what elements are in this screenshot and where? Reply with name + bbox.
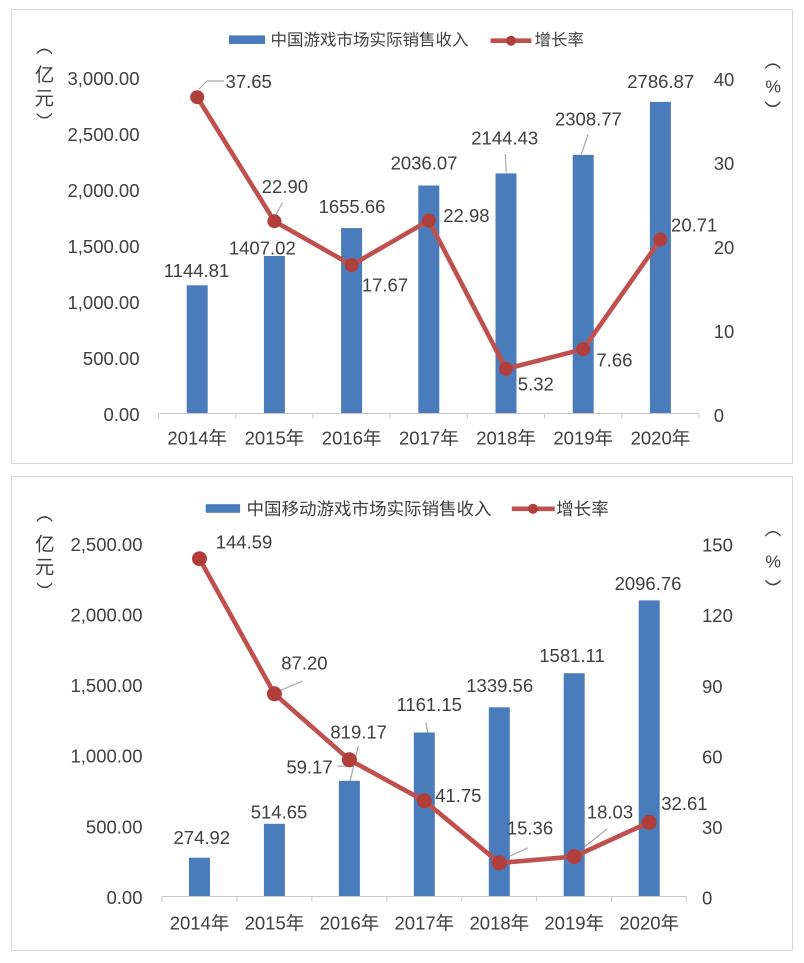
svg-text:2,000.00: 2,000.00 [67, 180, 139, 201]
svg-text:1581.11: 1581.11 [539, 645, 605, 666]
svg-text:20: 20 [714, 237, 735, 258]
svg-text:87.20: 87.20 [281, 653, 327, 674]
svg-text:32.61: 32.61 [661, 793, 707, 814]
svg-text:2036.07: 2036.07 [391, 153, 458, 174]
svg-text:%: % [765, 76, 781, 96]
svg-text:2019: 2019 [553, 428, 594, 449]
svg-text:0: 0 [714, 405, 724, 426]
svg-text:22.90: 22.90 [262, 176, 308, 197]
svg-text:2016: 2016 [322, 428, 363, 449]
svg-text:2014: 2014 [170, 913, 211, 934]
svg-text:2,000.00: 2,000.00 [70, 604, 142, 625]
svg-text:37.65: 37.65 [226, 71, 272, 92]
svg-text:18.03: 18.03 [587, 802, 633, 823]
svg-text:20.71: 20.71 [671, 215, 717, 236]
svg-text:90: 90 [702, 676, 723, 697]
svg-text:60: 60 [702, 747, 723, 768]
svg-text:1339.56: 1339.56 [466, 675, 533, 696]
svg-text:15.36: 15.36 [507, 818, 553, 839]
svg-text:1407.02: 1407.02 [229, 237, 296, 258]
svg-text:1,500.00: 1,500.00 [70, 675, 142, 696]
svg-text:40: 40 [714, 69, 735, 90]
svg-text:7.66: 7.66 [596, 350, 632, 371]
svg-text:41.75: 41.75 [435, 785, 481, 806]
svg-text:2018: 2018 [476, 428, 517, 449]
svg-text:120: 120 [702, 605, 733, 626]
svg-text:2015: 2015 [245, 428, 286, 449]
svg-text:%: % [765, 552, 781, 572]
svg-text:2017: 2017 [399, 428, 440, 449]
svg-text:500.00: 500.00 [83, 348, 140, 369]
svg-text:0: 0 [702, 888, 712, 909]
svg-text:2020: 2020 [631, 428, 672, 449]
svg-text:1161.15: 1161.15 [396, 694, 462, 715]
svg-text:2017: 2017 [395, 913, 436, 934]
svg-text:1655.66: 1655.66 [319, 196, 386, 217]
svg-text:2020: 2020 [619, 913, 660, 934]
svg-text:30: 30 [702, 817, 723, 838]
svg-text:17.67: 17.67 [362, 275, 408, 296]
svg-text:2016: 2016 [320, 913, 361, 934]
svg-text:1144.81: 1144.81 [164, 260, 230, 281]
svg-text:2,500.00: 2,500.00 [70, 534, 142, 555]
svg-text:500.00: 500.00 [86, 816, 143, 837]
svg-text:1,000.00: 1,000.00 [67, 292, 139, 313]
svg-text:2786.87: 2786.87 [627, 71, 694, 92]
svg-text:1,500.00: 1,500.00 [67, 236, 139, 257]
svg-text:59.17: 59.17 [286, 756, 332, 777]
svg-text:2096.76: 2096.76 [615, 573, 682, 594]
svg-text:30: 30 [714, 153, 735, 174]
svg-text:2019: 2019 [544, 913, 585, 934]
svg-text:2,500.00: 2,500.00 [67, 124, 139, 145]
svg-text:5.32: 5.32 [518, 374, 554, 395]
svg-text:2018: 2018 [470, 913, 511, 934]
svg-text:1,000.00: 1,000.00 [70, 746, 142, 767]
svg-text:2014: 2014 [167, 428, 208, 449]
svg-text:2015: 2015 [245, 913, 286, 934]
svg-text:10: 10 [714, 321, 735, 342]
svg-text:819.17: 819.17 [330, 722, 387, 743]
svg-text:274.92: 274.92 [174, 827, 231, 848]
svg-text:514.65: 514.65 [251, 801, 308, 822]
svg-text:0.00: 0.00 [106, 887, 142, 908]
svg-text:150: 150 [702, 535, 733, 556]
svg-text:144.59: 144.59 [216, 532, 273, 553]
svg-text:22.98: 22.98 [443, 205, 489, 226]
svg-text:3,000.00: 3,000.00 [67, 68, 139, 89]
svg-text:2144.43: 2144.43 [471, 128, 538, 149]
svg-text:2308.77: 2308.77 [555, 109, 622, 130]
svg-text:0.00: 0.00 [103, 404, 139, 425]
